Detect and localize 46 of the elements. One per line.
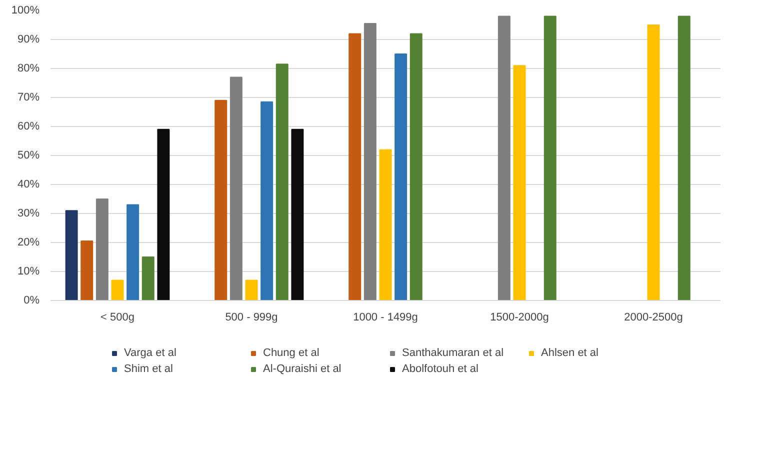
bar <box>379 149 392 300</box>
bar <box>230 76 242 300</box>
bar <box>291 128 304 300</box>
y-tick-label: 0% <box>24 294 40 306</box>
legend-label: Santhakumaran et al <box>402 347 505 359</box>
y-tick-label: 10% <box>17 266 40 278</box>
bar <box>394 54 408 300</box>
x-tick-label: 500 - 999g <box>225 312 278 324</box>
y-tick-label: 50% <box>17 150 40 162</box>
bar <box>410 33 422 300</box>
bar <box>245 280 258 300</box>
bar <box>142 256 154 300</box>
y-tick-label: 100% <box>11 4 40 16</box>
bar <box>80 240 94 300</box>
y-tick-label: 40% <box>17 178 40 190</box>
bar <box>364 23 376 300</box>
bar <box>513 65 526 300</box>
y-tick-label: 30% <box>17 208 40 220</box>
legend-label: Varga et al <box>124 347 178 359</box>
bar <box>214 100 228 300</box>
legend-label: Shim et al <box>124 363 174 375</box>
y-tick-label: 70% <box>17 92 40 104</box>
y-tick-label: 90% <box>17 34 40 46</box>
y-tick-label: 60% <box>17 120 40 132</box>
x-tick-label: 1500-2000g <box>490 312 549 324</box>
bar <box>276 64 288 300</box>
x-tick-label: 1000 - 1499g <box>353 312 418 324</box>
bar <box>65 210 78 300</box>
bar <box>348 33 362 300</box>
bar <box>544 16 556 300</box>
bar <box>498 16 510 300</box>
bar <box>126 204 140 300</box>
x-tick-label: 2000-2500g <box>624 312 683 324</box>
legend-label: Ahlsen et al <box>541 347 600 359</box>
bar <box>157 128 170 300</box>
bar <box>260 101 274 300</box>
y-tick-label: 20% <box>17 236 40 248</box>
legend-label: Abolfotouh et al <box>402 363 480 375</box>
legend-label: Al-Quraishi et al <box>263 363 342 375</box>
bar <box>111 280 124 300</box>
bar <box>678 16 690 300</box>
y-tick-label: 80% <box>17 62 40 74</box>
bar <box>647 24 660 300</box>
bar <box>96 198 108 300</box>
legend-label: Chung et al <box>263 347 320 359</box>
x-tick-label: < 500g <box>100 312 134 324</box>
